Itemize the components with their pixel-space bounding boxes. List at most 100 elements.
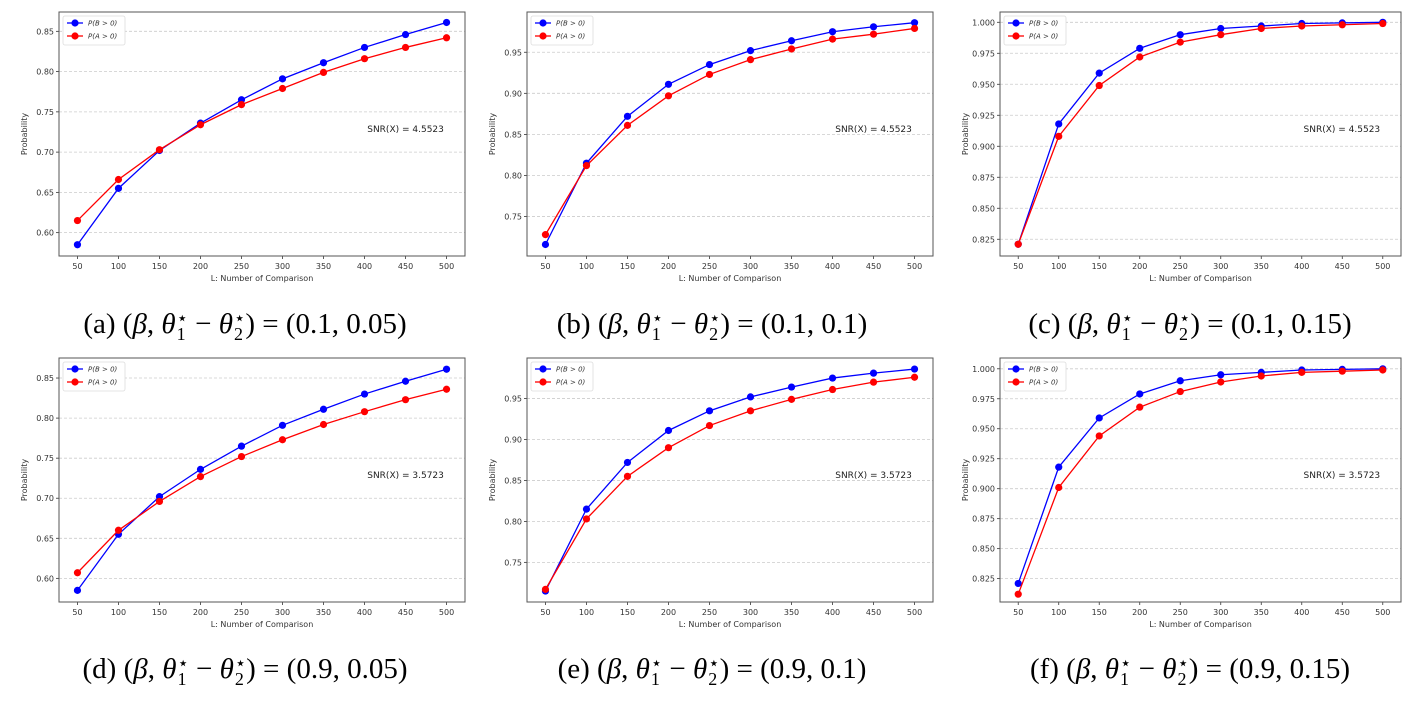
data-point [623, 112, 632, 120]
x-tick-label: 200 [1132, 608, 1147, 617]
caption-theta: θ [218, 308, 234, 340]
data-point [114, 184, 123, 192]
y-tick-label: 0.70 [36, 148, 54, 157]
x-tick-label: 200 [661, 262, 676, 271]
x-tick-label: 400 [357, 608, 372, 617]
data-point [910, 19, 919, 27]
legend-label: P(A > 0) [1029, 379, 1059, 387]
y-tick-label: 0.60 [36, 574, 54, 583]
subplot-caption: (e) (β, θ ⋆ 1 − θ ⋆ 2) = (0.9, 0.1) [557, 653, 867, 690]
legend-marker [539, 19, 547, 27]
caption-star: ⋆ [709, 308, 721, 329]
x-tick-label: 250 [1173, 608, 1188, 617]
x-tick-label: 100 [111, 262, 126, 271]
x-tick-label: 300 [1213, 608, 1228, 617]
caption-label: (c) [1028, 308, 1061, 340]
legend: P(B > 0) P(A > 0) [62, 15, 126, 46]
data-point [1055, 120, 1063, 128]
caption-values: (0.9, 0.05) [286, 653, 408, 685]
y-tick-label: 0.85 [36, 27, 54, 36]
caption-values: (0.1, 0.1) [760, 308, 868, 340]
x-axis-label: L: Number of Comparison [679, 620, 782, 629]
series-line-b [76, 21, 447, 246]
data-point [1014, 579, 1022, 588]
legend: P(B > 0) P(A > 0) [1003, 15, 1067, 46]
y-tick-label: 1.000 [972, 365, 995, 374]
caption-index: 2 [1177, 669, 1187, 690]
x-tick-label: 100 [579, 608, 594, 617]
x-tick-label: 50 [540, 608, 550, 617]
data-point [1298, 368, 1306, 376]
caption-star: ⋆ [1177, 653, 1189, 674]
x-tick-label: 450 [398, 608, 413, 617]
data-point [401, 396, 410, 404]
y-tick-label: 0.875 [972, 515, 995, 524]
data-point [705, 70, 714, 79]
caption-theta: θ [693, 308, 709, 340]
data-point [155, 497, 164, 506]
caption-star: ⋆ [1121, 308, 1133, 329]
data-point [1095, 414, 1103, 422]
legend-marker [71, 19, 79, 27]
y-tick-label: 0.900 [972, 142, 995, 151]
data-point [705, 421, 714, 430]
x-tick-label: 150 [620, 262, 635, 271]
y-tick-label: 0.75 [504, 213, 522, 222]
x-tick-label: 250 [702, 608, 717, 617]
axes-frame [999, 11, 1402, 257]
caption-label: (e) [557, 653, 590, 685]
snr-annotation: SNR(X) = 4.5523 [1304, 125, 1381, 135]
legend-label: P(A > 0) [88, 379, 118, 387]
x-tick-label: 500 [439, 262, 454, 271]
series-line-a [544, 376, 915, 590]
x-tick-label: 250 [1173, 262, 1188, 271]
data-point [442, 18, 451, 27]
y-tick-label: 0.80 [504, 517, 522, 526]
x-tick-label: 350 [1254, 262, 1269, 271]
subplot-caption: (c) (β, θ ⋆ 1 − θ ⋆ 2) = (0.1, 0.15) [1028, 308, 1352, 345]
caption-beta: β [1077, 308, 1092, 340]
caption-index: 2 [708, 669, 718, 690]
data-point [910, 365, 919, 373]
y-tick-label: 0.75 [504, 558, 522, 567]
y-tick-label: 0.85 [504, 130, 522, 139]
data-point [237, 452, 246, 461]
data-point [1379, 366, 1387, 374]
y-tick-label: 0.65 [36, 188, 54, 197]
y-tick-label: 0.900 [972, 485, 995, 494]
x-tick-label: 200 [661, 608, 676, 617]
x-axis-label: L: Number of Comparison [211, 274, 314, 283]
y-axis-label: Probability [488, 459, 497, 502]
legend-label: P(B > 0) [1029, 366, 1059, 374]
caption-label: (a) [83, 308, 116, 340]
data-point [114, 526, 123, 534]
caption-theta: θ [219, 653, 234, 685]
series-line-a [1017, 369, 1383, 595]
data-point [664, 426, 673, 435]
data-point [1095, 81, 1103, 90]
data-point [1136, 53, 1144, 61]
legend-marker [71, 32, 79, 40]
data-point [623, 458, 632, 467]
y-tick-label: 0.80 [36, 68, 54, 77]
caption-star: ⋆ [650, 653, 663, 674]
data-point [1055, 483, 1063, 492]
data-point [1217, 371, 1225, 379]
snr-annotation: SNR(X) = 3.5723 [835, 471, 912, 481]
x-tick-label: 350 [784, 608, 799, 617]
data-point [360, 55, 369, 63]
data-point [360, 408, 369, 416]
legend: P(B > 0) P(A > 0) [1003, 361, 1067, 392]
data-point [1176, 38, 1184, 46]
data-point [582, 162, 591, 170]
caption-label: (b) [556, 308, 591, 340]
data-point [746, 393, 755, 401]
data-point [1217, 24, 1225, 33]
data-point [73, 241, 82, 249]
data-point [787, 395, 796, 403]
legend: P(B > 0) P(A > 0) [530, 361, 594, 392]
caption-values: (0.9, 0.1) [760, 653, 867, 685]
y-tick-label: 0.975 [972, 395, 995, 404]
series-line-b [1017, 368, 1383, 584]
x-tick-label: 150 [1092, 608, 1107, 617]
